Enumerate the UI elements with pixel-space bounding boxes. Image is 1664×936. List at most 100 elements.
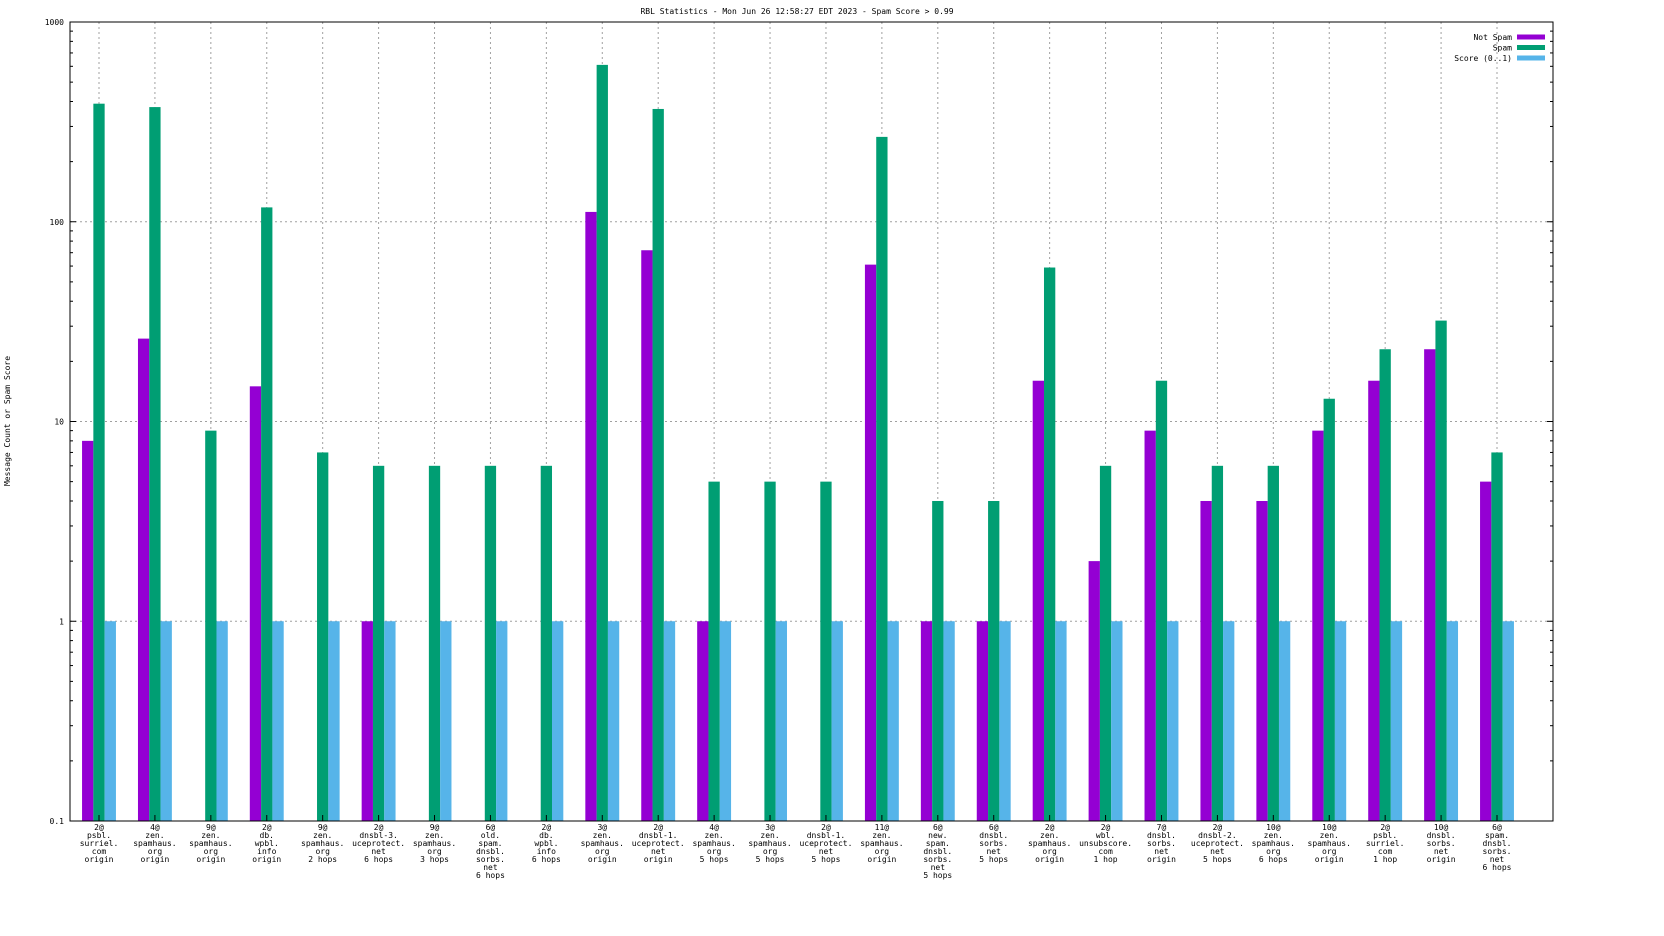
x-tick-label-line: 10@	[1322, 823, 1337, 832]
x-tick-label-line: org	[1266, 847, 1281, 856]
x-tick-label-line: 2@	[94, 823, 104, 832]
x-tick-label-line: com	[1098, 847, 1113, 856]
x-tick-label-line: info	[537, 847, 556, 856]
x-tick-label-line: origin	[85, 855, 114, 864]
y-tick-label: 100	[50, 218, 65, 227]
x-tick-label-line: psbl.	[87, 831, 111, 840]
bar-spam	[652, 108, 664, 822]
x-tick-label: 2@ psbl. surriel. com origin	[80, 823, 119, 864]
bar-not-spam	[137, 338, 150, 821]
x-tick-label-line: 2@	[1101, 823, 1111, 832]
bar-spam	[540, 465, 553, 821]
x-tick-label-line: net	[819, 847, 834, 856]
x-tick-label-line: sorbs.	[979, 839, 1008, 848]
x-tick-label-line: zen.	[872, 831, 891, 840]
x-tick-label: 2@ psbl. surriel. com 1 hop	[1366, 823, 1405, 864]
chart-title: RBL Statistics - Mon Jun 26 12:58:27 EDT…	[640, 7, 953, 16]
bar-spam	[372, 465, 385, 821]
x-tick-label-line: com	[92, 847, 107, 856]
bar-spam	[988, 500, 1000, 821]
x-tick-label: 2@ dnsbl-1. uceprotect. net origin	[632, 823, 685, 864]
x-tick-label-line: net	[986, 847, 1001, 856]
x-tick-label-line: sorbs.	[1483, 847, 1512, 856]
bar-score-0-1	[328, 621, 340, 821]
bar-spam	[1435, 320, 1447, 821]
x-tick-label-line: org	[204, 847, 219, 856]
x-tick-label-line: dnsbl-3.	[359, 831, 398, 840]
x-tick-label-line: 2@	[262, 823, 272, 832]
x-tick-label: 6@ new. spam. dnsbl. sorbs. net 5 hops	[923, 823, 952, 880]
bar-spam	[1323, 398, 1335, 821]
x-tick-label-line: origin	[1427, 855, 1456, 864]
bar-score-0-1	[607, 621, 620, 821]
bar-not-spam	[249, 386, 262, 821]
x-tick-label-line: spamhaus.	[301, 839, 344, 848]
x-tick-label-line: 2@	[821, 823, 831, 832]
x-tick-label-line: dnsbl-1.	[807, 831, 846, 840]
bar-spam	[596, 64, 608, 821]
bar-score-0-1	[1334, 621, 1347, 821]
x-tick-label-line: origin	[644, 855, 673, 864]
y-tick-label: 10	[54, 418, 64, 427]
x-tick-label-line: db.	[260, 831, 274, 840]
x-tick-label-line: zen.	[704, 831, 723, 840]
bar-score-0-1	[1278, 621, 1291, 821]
x-tick-label-line: zen.	[760, 831, 779, 840]
x-tick-label-line: 6@	[933, 823, 943, 832]
x-tick-label-line: 2@	[653, 823, 663, 832]
x-tick-label-line: 6 hops	[532, 855, 561, 864]
x-tick-label: 6@ spam. dnsbl. sorbs. net 6 hops	[1483, 823, 1512, 872]
x-tick-label: 10@ dnsbl. sorbs. net origin	[1427, 823, 1456, 864]
x-tick-label-line: new.	[928, 831, 947, 840]
x-tick-label: 9@ zen. spamhaus. org origin	[189, 823, 232, 864]
x-tick-label-line: 4@	[709, 823, 719, 832]
x-tick-label: 2@ dnsbl-3. uceprotect. net 6 hops	[352, 823, 405, 864]
bar-score-0-1	[775, 621, 787, 821]
x-tick-label: 3@ zen. spamhaus. org 5 hops	[748, 823, 791, 864]
x-tick-label-line: 6 hops	[1259, 855, 1288, 864]
bar-score-0-1	[999, 621, 1011, 821]
bar-not-spam	[1032, 380, 1044, 821]
bar-score-0-1	[272, 621, 284, 821]
x-tick-label-line: 5 hops	[979, 855, 1008, 864]
x-tick-label-line: zen.	[1040, 831, 1059, 840]
x-tick-label-line: spamhaus.	[1028, 839, 1071, 848]
x-tick-label-line: net	[1210, 847, 1225, 856]
bar-spam	[1211, 465, 1224, 821]
x-tick-label-line: net	[1490, 855, 1505, 864]
x-tick-label: 10@ zen. spamhaus. org origin	[1308, 823, 1351, 864]
bar-spam	[149, 107, 161, 821]
x-tick-label-line: 7@	[1157, 823, 1167, 832]
x-tick-label: 2@ db. wpbl. info 6 hops	[532, 823, 561, 864]
bar-not-spam	[585, 211, 597, 821]
x-tick-label-line: unsubscore.	[1079, 839, 1132, 848]
y-tick-label: 0.1	[50, 817, 65, 826]
x-tick-label-line: 10@	[1266, 823, 1281, 832]
bar-score-0-1	[1111, 621, 1123, 821]
x-tick-label-line: dnsbl-1.	[639, 831, 678, 840]
x-tick-label-line: zen.	[145, 831, 164, 840]
legend-label: Score (0..1)	[1454, 54, 1512, 63]
y-tick-label: 1	[59, 617, 64, 626]
x-tick-label: 2@ dnsbl-2. uceprotect. net 5 hops	[1191, 823, 1244, 864]
bar-score-0-1	[663, 621, 676, 821]
bar-spam	[1267, 465, 1279, 821]
bar-not-spam	[641, 250, 653, 822]
x-tick-label-line: org	[707, 847, 722, 856]
x-tick-label-line: spamhaus.	[692, 839, 735, 848]
x-tick-label-line: org	[1322, 847, 1337, 856]
x-tick-label-line: wpbl.	[255, 839, 279, 848]
y-axis-ticks: 0.1 1 10 100 1000	[45, 18, 1553, 826]
bar-spam	[93, 103, 105, 822]
x-tick-label-line: dnsbl.	[1483, 839, 1512, 848]
x-tick-label-line: dnsbl.	[476, 847, 505, 856]
bar-score-0-1	[719, 621, 732, 821]
x-tick-label-line: net	[371, 847, 386, 856]
x-tick-label-line: uceprotect.	[352, 839, 405, 848]
bar-not-spam	[976, 621, 989, 821]
x-tick-label-line: 2@	[542, 823, 552, 832]
x-tick-label-line: origin	[588, 855, 617, 864]
x-tick-label-line: 1 hop	[1094, 855, 1118, 864]
